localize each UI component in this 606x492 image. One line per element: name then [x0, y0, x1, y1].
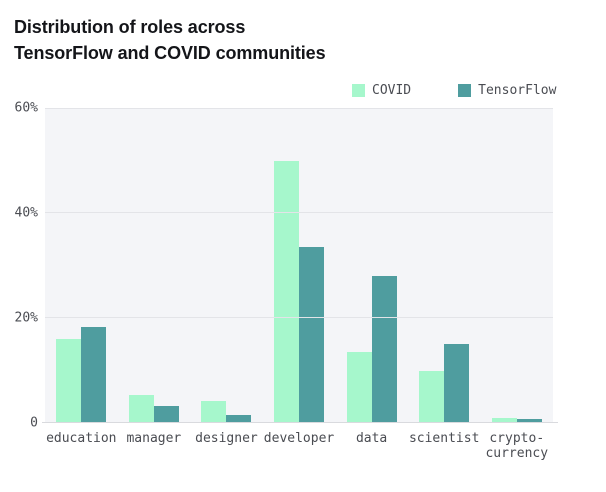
- tensorflow-color-swatch: [458, 84, 472, 97]
- bar-tensorflow-designer: [226, 415, 252, 423]
- bar-group-developer: [263, 108, 336, 423]
- legend-label-tensorflow: TensorFlow: [478, 83, 557, 98]
- bar-group-scientist: [408, 108, 481, 423]
- x-tick-label-crypto-currency: crypto-currency: [485, 431, 549, 461]
- legend-item-covid: COVID: [352, 84, 411, 97]
- bar-group-manager: [118, 108, 191, 423]
- bar-tensorflow-data: [371, 276, 397, 423]
- bar-tensorflow-scientist: [444, 344, 470, 423]
- legend-item-tensorflow: TensorFlow: [458, 84, 556, 97]
- chart-title-line-1: Distribution of roles across: [14, 17, 246, 37]
- covid-color-swatch: [352, 84, 365, 97]
- x-tick-label-scientist: scientist: [408, 431, 480, 446]
- bar-covid-designer: [201, 400, 227, 423]
- chart-legend: COVID TensorFlow: [352, 84, 556, 97]
- bar-group-data: [335, 108, 408, 423]
- bar-covid-education: [56, 339, 82, 423]
- bar-covid-manager: [128, 395, 154, 423]
- bar-tensorflow-crypto-currency: [516, 418, 542, 423]
- bar-covid-data: [346, 352, 372, 423]
- x-axis-baseline: [42, 422, 558, 423]
- y-axis: 60% 40% 20% 0: [0, 101, 38, 431]
- x-tick-label-manager: manager: [126, 431, 182, 446]
- x-tick-label-developer: developer: [263, 431, 335, 446]
- bar-tensorflow-manager: [153, 405, 179, 423]
- legend-label-covid: COVID: [372, 83, 412, 98]
- x-tick-label-designer: designer: [195, 431, 258, 446]
- bar-tensorflow-developer: [299, 247, 325, 423]
- chart-title: Distribution of roles across TensorFlow …: [14, 14, 326, 66]
- bar-covid-scientist: [419, 370, 445, 423]
- x-tick-label-data: data: [355, 431, 388, 446]
- chart-title-line-2: TensorFlow and COVID communities: [14, 43, 326, 63]
- bar-covid-developer: [274, 160, 300, 423]
- y-tick-label-40pct: 40%: [14, 205, 38, 221]
- gridline-40pct: [45, 211, 553, 213]
- bar-groups: [45, 108, 553, 423]
- bar-tensorflow-education: [81, 326, 107, 423]
- bar-group-education: [45, 108, 118, 423]
- y-tick-label-0: 0: [30, 415, 38, 431]
- x-axis: education manager designer developer data sci…: [45, 431, 553, 461]
- plot-area: [42, 108, 558, 423]
- bar-group-designer: [190, 108, 263, 423]
- gridline-60pct: [45, 108, 553, 109]
- y-tick-label-20pct: 20%: [14, 310, 38, 326]
- x-tick-label-education: education: [46, 431, 117, 446]
- gridline-20pct: [45, 316, 553, 318]
- bar-group-crypto-currency: [480, 108, 553, 423]
- bar-covid-crypto-currency: [491, 417, 517, 423]
- y-tick-label-60pct: 60%: [14, 100, 38, 116]
